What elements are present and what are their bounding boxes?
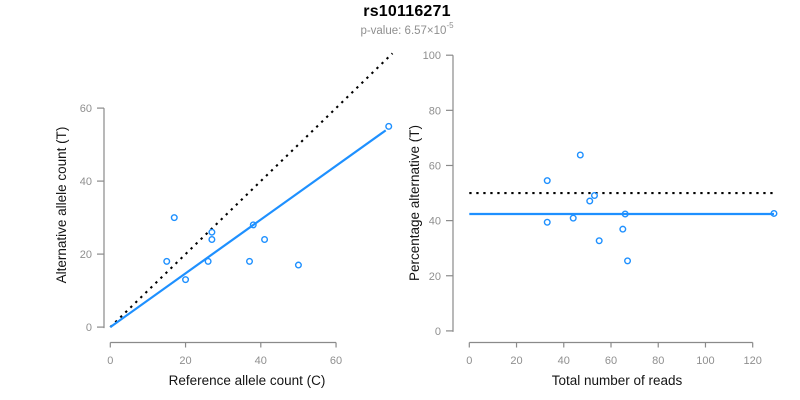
- data-point: [543, 177, 551, 185]
- data-point: [770, 209, 778, 217]
- x-tick-label: 120: [744, 355, 762, 367]
- x-tick-label: 20: [510, 355, 522, 367]
- data-point: [621, 210, 629, 218]
- data-point: [204, 257, 212, 265]
- y-tick-label: 60: [80, 103, 92, 115]
- p-value-subtitle: p-value: 6.57×10-5: [14, 21, 800, 37]
- data-point: [624, 257, 632, 265]
- percentage-vs-reads-scatter: 0 20 40 60 80 100 120 0 20 40 60 80 100 Total number …: [407, 50, 778, 388]
- data-point: [543, 218, 551, 226]
- data-point: [294, 261, 302, 269]
- x-tick-label: 0: [466, 355, 472, 367]
- data-point: [208, 228, 216, 236]
- data-point: [586, 197, 594, 205]
- x-axis-title: Reference allele count (C): [169, 373, 326, 388]
- x-tick-label: 100: [696, 355, 714, 367]
- data-point: [569, 214, 577, 222]
- x-tick-label: 40: [558, 355, 570, 367]
- y-tick-label: 100: [423, 50, 441, 62]
- y-axis-title: Percentage alternative (T): [407, 125, 422, 281]
- y-tick-label: 20: [80, 249, 92, 261]
- y-tick-label: 40: [80, 176, 92, 188]
- p-value-exponent: -5: [446, 21, 454, 30]
- data-point: [246, 257, 254, 265]
- data-point: [385, 122, 393, 130]
- x-tick-label: 60: [605, 355, 617, 367]
- data-point: [163, 257, 171, 265]
- y-tick-label: 20: [429, 271, 441, 283]
- y-axis-title: Alternative allele count (T): [54, 127, 69, 284]
- data-point: [170, 214, 178, 222]
- x-tick-label: 20: [179, 355, 191, 367]
- y-tick-label: 0: [86, 322, 92, 334]
- fit-line: [109, 129, 387, 328]
- data-point: [249, 221, 257, 229]
- y-tick-label: 0: [435, 326, 441, 338]
- y-tick-label: 40: [429, 216, 441, 228]
- data-point: [595, 237, 603, 245]
- p-value-text: p-value: 6.57×10: [360, 24, 447, 37]
- plot-title: rs10116271: [363, 3, 451, 20]
- data-point: [619, 225, 627, 233]
- x-tick-label: 40: [255, 355, 267, 367]
- data-point: [576, 151, 584, 159]
- data-point: [261, 235, 269, 243]
- allele-counts-scatter: 0 20 40 60 0 20 40 60 Reference allele count (C)…: [54, 52, 394, 388]
- data-point: [208, 235, 216, 243]
- identity-line: [109, 52, 394, 328]
- x-tick-label: 80: [652, 355, 664, 367]
- data-point: [182, 276, 190, 284]
- y-tick-label: 80: [429, 105, 441, 117]
- data-point: [590, 192, 598, 200]
- x-tick-label: 60: [330, 355, 342, 367]
- x-tick-label: 0: [107, 355, 113, 367]
- y-tick-label: 60: [429, 160, 441, 172]
- x-axis-title: Total number of reads: [552, 373, 683, 388]
